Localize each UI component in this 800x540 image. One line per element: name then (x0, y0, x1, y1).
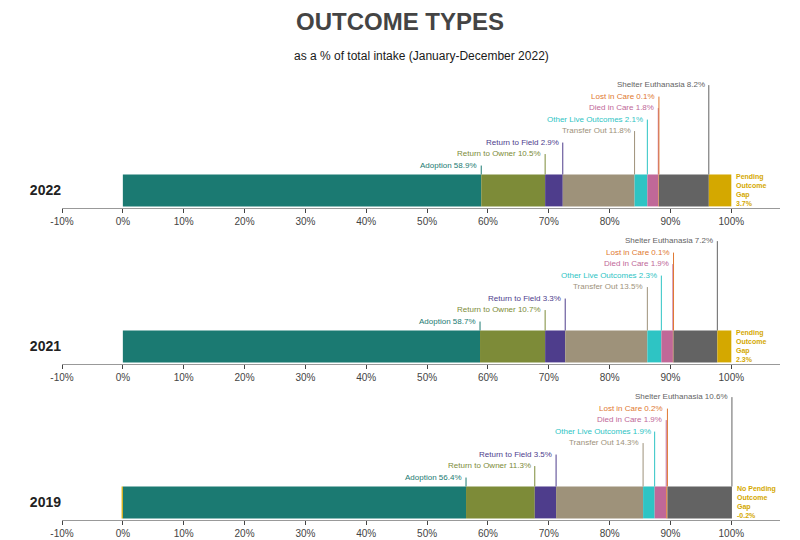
svg-text:Return to Field 2.9%: Return to Field 2.9% (486, 138, 559, 147)
svg-text:Shelter Euthanasia 8.2%: Shelter Euthanasia 8.2% (617, 80, 705, 89)
svg-text:60%: 60% (478, 528, 498, 539)
svg-text:PendingOutcomeGap2.3%: PendingOutcomeGap2.3% (736, 329, 766, 363)
svg-text:70%: 70% (539, 528, 559, 539)
svg-text:60%: 60% (478, 372, 498, 383)
svg-text:100%: 100% (719, 372, 745, 383)
svg-text:Transfer Out 11.8%: Transfer Out 11.8% (562, 126, 631, 135)
svg-text:30%: 30% (295, 528, 315, 539)
svg-text:Other Live Outcomes 1.9%: Other Live Outcomes 1.9% (555, 427, 651, 436)
svg-text:Adoption 56.4%: Adoption 56.4% (405, 473, 462, 482)
svg-text:60%: 60% (478, 216, 498, 227)
svg-text:100%: 100% (719, 528, 745, 539)
svg-text:40%: 40% (356, 528, 376, 539)
svg-text:Lost in Care 0.2%: Lost in Care 0.2% (599, 404, 663, 413)
svg-text:as a % of total intake (Januar: as a % of total intake (January-December… (294, 49, 549, 63)
svg-text:70%: 70% (539, 372, 559, 383)
svg-text:90%: 90% (660, 216, 680, 227)
svg-text:10%: 10% (174, 528, 194, 539)
svg-text:20%: 20% (235, 372, 255, 383)
svg-text:0%: 0% (116, 216, 131, 227)
svg-text:0%: 0% (116, 372, 131, 383)
svg-text:2021: 2021 (30, 338, 61, 354)
svg-text:Return to Owner 11.3%: Return to Owner 11.3% (448, 461, 531, 470)
svg-text:Other Live Outcomes 2.1%: Other Live Outcomes 2.1% (547, 115, 643, 124)
svg-text:Lost in Care 0.1%: Lost in Care 0.1% (591, 92, 655, 101)
svg-text:70%: 70% (539, 216, 559, 227)
svg-text:Other Live Outcomes 2.3%: Other Live Outcomes 2.3% (561, 271, 657, 280)
svg-text:2019: 2019 (30, 494, 61, 510)
svg-text:50%: 50% (417, 216, 437, 227)
svg-text:30%: 30% (295, 372, 315, 383)
svg-text:10%: 10% (174, 372, 194, 383)
svg-text:Adoption 58.7%: Adoption 58.7% (419, 317, 476, 326)
svg-text:10%: 10% (174, 216, 194, 227)
svg-text:40%: 40% (356, 372, 376, 383)
svg-text:0%: 0% (116, 528, 131, 539)
svg-text:Lost in Care 0.1%: Lost in Care 0.1% (606, 248, 670, 257)
svg-text:Died in Care 1.9%: Died in Care 1.9% (597, 415, 662, 424)
svg-text:-10%: -10% (50, 216, 73, 227)
svg-text:80%: 80% (600, 216, 620, 227)
svg-text:100%: 100% (719, 216, 745, 227)
svg-text:-10%: -10% (50, 528, 73, 539)
svg-text:Shelter Euthanasia 10.6%: Shelter Euthanasia 10.6% (635, 392, 728, 401)
svg-text:Shelter Euthanasia 7.2%: Shelter Euthanasia 7.2% (625, 236, 713, 245)
svg-text:Transfer Out 13.5%: Transfer Out 13.5% (573, 282, 643, 291)
svg-text:Return to Field 3.3%: Return to Field 3.3% (488, 294, 561, 303)
svg-text:40%: 40% (356, 216, 376, 227)
svg-text:50%: 50% (417, 528, 437, 539)
svg-text:Return to Owner 10.5%: Return to Owner 10.5% (457, 149, 541, 158)
svg-text:No PendingOutcomeGap-0.2%: No PendingOutcomeGap-0.2% (737, 485, 776, 519)
svg-text:Return to Field 3.5%: Return to Field 3.5% (479, 450, 552, 459)
svg-text:50%: 50% (417, 372, 437, 383)
svg-text:80%: 80% (600, 372, 620, 383)
svg-text:Transfer Out 14.3%: Transfer Out 14.3% (569, 438, 639, 447)
svg-text:Return to Owner 10.7%: Return to Owner 10.7% (457, 305, 541, 314)
svg-text:90%: 90% (660, 372, 680, 383)
svg-text:PendingOutcomeGap3.7%: PendingOutcomeGap3.7% (736, 173, 766, 207)
svg-text:OUTCOME TYPES: OUTCOME TYPES (296, 8, 504, 35)
svg-text:90%: 90% (660, 528, 680, 539)
svg-text:Adoption 58.9%: Adoption 58.9% (420, 161, 477, 170)
svg-text:30%: 30% (295, 216, 315, 227)
svg-text:80%: 80% (600, 528, 620, 539)
svg-text:-10%: -10% (50, 372, 73, 383)
svg-text:Died in Care 1.9%: Died in Care 1.9% (604, 259, 669, 268)
svg-text:20%: 20% (235, 528, 255, 539)
svg-text:2022: 2022 (30, 182, 61, 198)
svg-text:Died in Care 1.8%: Died in Care 1.8% (589, 103, 654, 112)
svg-text:20%: 20% (235, 216, 255, 227)
